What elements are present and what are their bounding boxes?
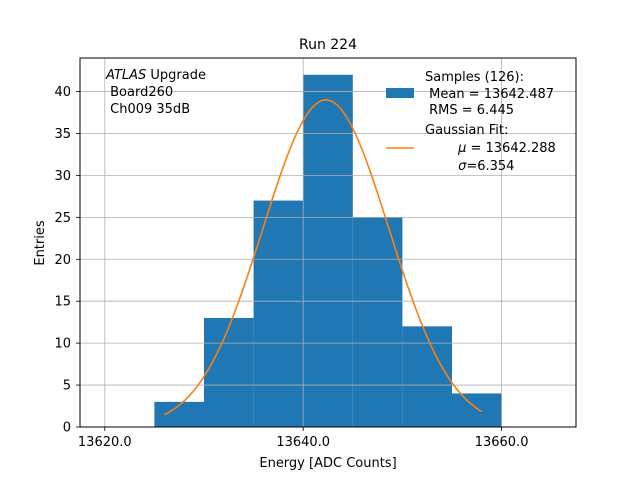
histogram-bar-4 [352,217,403,427]
histogram-bar-5 [402,326,452,427]
annotation-channel: Ch009 35dB [106,102,190,117]
gaussian-fit-curve [163,99,483,416]
legend-samples-swatch [386,88,414,98]
y-tick-label-5: 25 [54,211,71,226]
annotation-upgrade: Upgrade [146,68,206,83]
annotation-atlas: ATLAS [105,68,146,83]
plot-frame [79,57,577,428]
x-axis-label: Energy [ADC Counts] [259,456,396,471]
y-tick-label-1: 5 [63,379,71,394]
legend-fit-sigma-value: =6.354 [466,159,514,174]
y-tick-label-6: 30 [54,169,71,184]
legend-fit-mu-symbol: μ [457,141,466,156]
x-tick-label-2: 13660.0 [475,435,529,450]
y-tick-label-3: 15 [54,295,71,310]
x-tick-label-1: 13640.0 [276,435,330,450]
y-tick-label-8: 40 [54,85,71,100]
svg-text:σ=6.354: σ=6.354 [425,159,535,174]
annotation-board: Board260 [106,85,173,100]
y-tick-label-0: 0 [63,421,71,436]
histogram-bar-1 [204,317,254,427]
svg-text:ATLAS Upgrade: ATLAS Upgrade [105,68,206,83]
chart-title: Run 224 [299,37,357,53]
legend-samples-mean: Mean = 13642.487 [425,87,554,102]
svg-text:μ = 13642.288: μ = 13642.288 [425,141,577,156]
legend-fit-sigma-symbol: σ [458,159,467,174]
legend-fit-mu-value: = 13642.288 [466,141,555,156]
legend-samples-title: Samples (126): [425,70,524,85]
legend: Samples (126): Mean = 13642.487 RMS = 6.… [386,70,577,174]
annotation: ATLAS Upgrade Board260 Ch009 35dB [105,68,206,117]
legend-samples-rms: RMS = 6.445 [425,103,514,118]
fit [163,99,483,416]
histogram-bar-6 [452,393,502,427]
histogram-bar-3 [303,74,353,427]
y-tick-label-4: 20 [54,253,71,268]
histogram-bar-2 [253,200,304,427]
x-tick-label-0: 13620.0 [78,435,132,450]
y-tick-label-2: 10 [54,337,71,352]
x-axis-ticks: 13620.0 13640.0 13660.0 [78,427,529,450]
y-tick-label-7: 35 [54,127,71,142]
legend-fit-title: Gaussian Fit: [425,123,508,138]
y-axis-label: Entries [33,220,48,266]
y-axis-ticks: 0 5 10 15 20 25 30 35 40 [54,85,80,436]
